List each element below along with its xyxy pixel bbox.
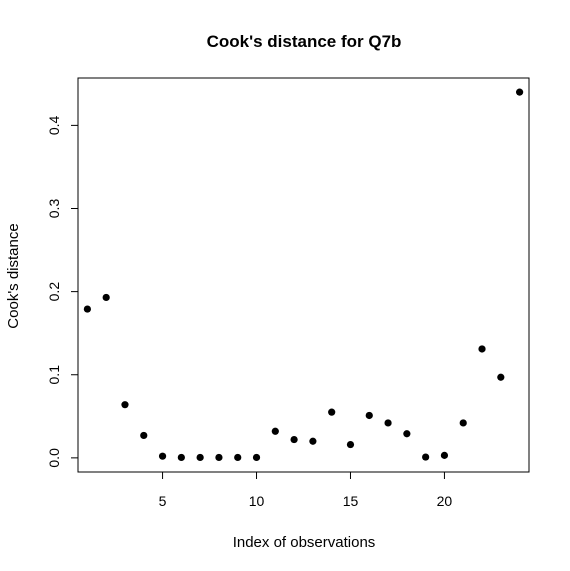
data-point [234,453,242,462]
data-point [102,293,110,302]
data-points [83,88,524,462]
data-point [140,431,148,440]
data-point [328,408,336,416]
y-tick-label: 0.0 [46,448,62,468]
chart-title: Cook's distance for Q7b [207,32,402,51]
x-tick-label: 20 [437,493,453,509]
data-point [215,453,223,462]
data-point [403,430,411,438]
data-point [384,419,392,427]
y-axis-label: Cook's distance [5,223,22,328]
data-point [478,345,486,353]
data-point [422,453,430,461]
data-point [365,411,373,420]
data-point [158,452,167,460]
x-tick-label: 5 [159,493,167,509]
data-point [83,305,91,313]
y-tick-label: 0.4 [46,115,62,135]
data-point [177,453,185,462]
data-point [196,453,204,462]
x-tick-label: 10 [249,493,265,509]
data-point [346,440,355,449]
y-tick-label: 0.3 [46,199,62,219]
y-tick-label: 0.2 [46,282,62,302]
data-point [309,437,317,445]
data-point [252,453,261,462]
data-point [271,427,279,435]
x-axis-label: Index of observations [233,534,376,551]
data-point [516,88,524,96]
data-point [459,419,467,427]
data-point [290,435,298,444]
y-axis: 0.0 0.1 0.2 0.3 0.4 [46,115,79,468]
y-tick-label: 0.1 [46,365,62,385]
x-axis: 5 10 15 20 [159,471,453,509]
data-point [121,401,129,409]
plot-frame [77,77,530,473]
x-tick-label: 15 [343,493,359,509]
data-point [497,373,505,381]
data-point [440,451,449,459]
